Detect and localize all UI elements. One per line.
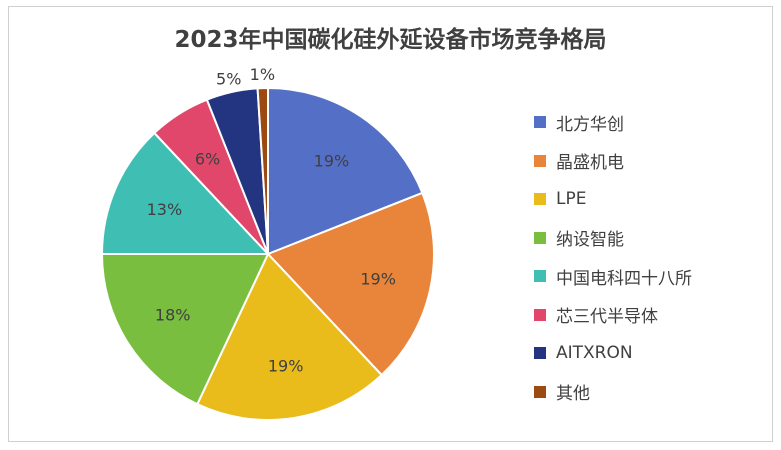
- legend-swatch: [534, 231, 546, 244]
- pie-data-label-6: 5%: [216, 69, 241, 88]
- pie-data-label-5: 6%: [195, 150, 220, 169]
- legend-label: 中国电科四十八所: [556, 268, 692, 289]
- legend-label: 纳设智能: [556, 230, 624, 251]
- pie-data-label-2: 19%: [268, 356, 304, 375]
- pie-data-label-0: 19%: [314, 152, 350, 171]
- pie-data-label-1: 19%: [360, 270, 396, 289]
- pie-data-label-7: 1%: [250, 65, 275, 84]
- chart-legend: 北方华创晶盛机电 LPE 纳设智能中国电科四十八所 芯三代半导体 AITXRON 其他: [534, 103, 692, 411]
- legend-item-0: 北方华创: [534, 103, 692, 142]
- legend-swatch: [534, 270, 546, 283]
- legend-swatch: [534, 116, 546, 129]
- pie-data-label-4: 13%: [147, 200, 183, 219]
- legend-label: 北方华创: [556, 114, 624, 135]
- legend-item-1: 晶盛机电: [534, 142, 692, 181]
- legend-swatch: [534, 347, 546, 360]
- chart-title: 2023年中国碳化硅外延设备市场竞争格局: [174, 27, 607, 53]
- legend-item-4: 中国电科四十八所: [534, 257, 692, 296]
- legend-item-2: LPE: [534, 180, 692, 219]
- pie-slice-4: [100, 131, 271, 255]
- pie-slice-2: [195, 252, 384, 421]
- pie-slice-1: [266, 191, 435, 377]
- legend-label: 其他: [556, 384, 590, 405]
- pie-slice-7: [256, 86, 269, 255]
- legend-swatch: [534, 193, 546, 206]
- legend-item-5: 芯三代半导体: [534, 296, 692, 335]
- legend-swatch: [534, 308, 546, 321]
- pie-data-label-3: 18%: [155, 305, 191, 324]
- legend-swatch: [534, 154, 546, 167]
- legend-swatch: [534, 385, 546, 398]
- legend-item-3: 纳设智能: [534, 219, 692, 258]
- legend-item-7: 其他: [534, 373, 692, 412]
- pie-slice-0: [267, 86, 424, 256]
- pie-slice-3: [100, 253, 270, 406]
- legend-item-6: AITXRON: [534, 334, 692, 373]
- legend-label: 晶盛机电: [556, 153, 624, 174]
- legend-label: AITXRON: [556, 343, 633, 364]
- legend-label: LPE: [556, 189, 587, 210]
- legend-label: 芯三代半导体: [556, 307, 658, 328]
